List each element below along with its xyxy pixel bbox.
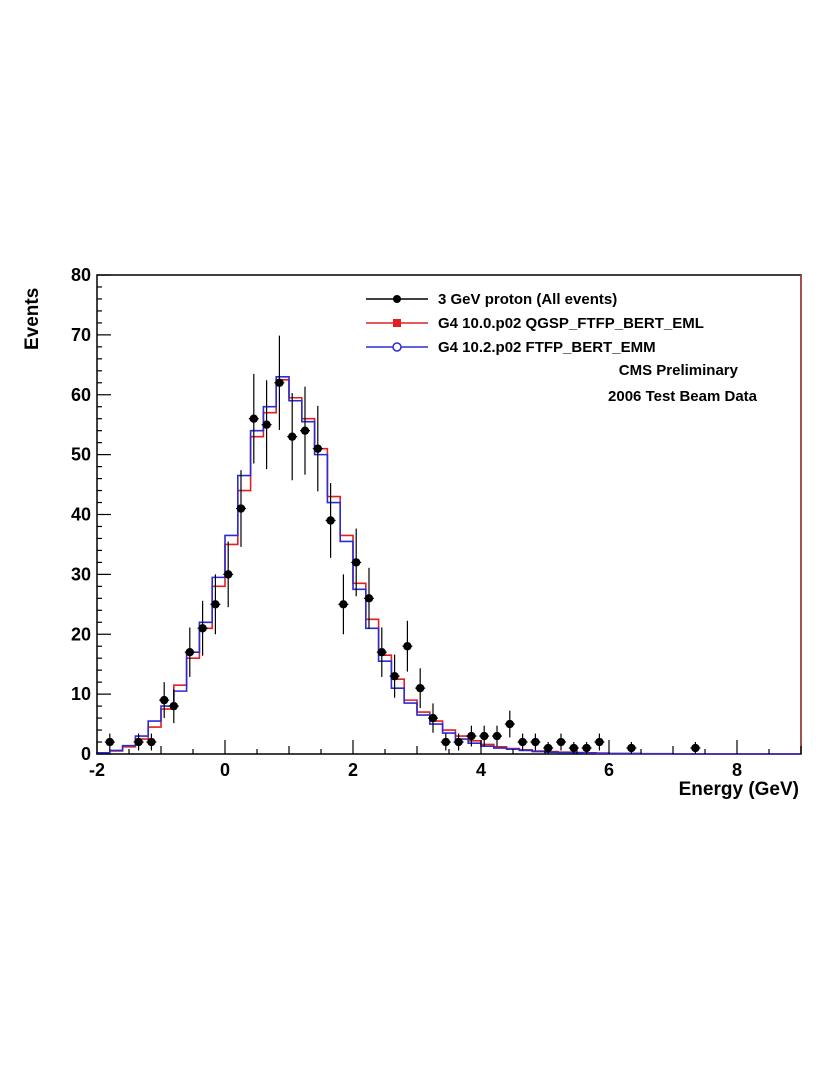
legend-label: G4 10.2.p02 FTFP_BERT_EMM — [438, 339, 656, 356]
data-point — [300, 426, 310, 435]
x-axis: -2 0 2 4 6 8 — [89, 740, 802, 780]
data-point — [390, 671, 399, 681]
x-tick-label: 0 — [220, 760, 230, 780]
y-tick-label: 70 — [71, 325, 91, 345]
x-axis-title: Energy (GeV) — [679, 779, 799, 800]
data-point — [480, 731, 489, 741]
annotation-test-beam: 2006 Test Beam Data — [608, 388, 758, 405]
legend-marker-dot — [393, 295, 401, 303]
legend-marker-ring — [392, 342, 402, 352]
data-point — [454, 737, 463, 747]
x-tick-label: 6 — [604, 760, 614, 780]
data-point — [505, 719, 514, 729]
data-point — [569, 743, 578, 753]
data-point — [185, 648, 194, 657]
data-point — [262, 420, 271, 429]
data-point — [198, 624, 207, 633]
data-point — [134, 737, 143, 747]
data-point — [339, 600, 348, 609]
legend-label: 3 GeV proton (All events) — [438, 291, 617, 308]
data-point — [211, 600, 220, 609]
data-point — [416, 683, 425, 693]
data-point — [403, 642, 412, 651]
legend-marker-square — [393, 319, 401, 327]
x-tick-label: 2 — [348, 760, 358, 780]
y-tick-label: 20 — [71, 624, 91, 644]
data-point — [275, 378, 284, 387]
data-point — [544, 743, 553, 753]
data-point — [467, 731, 476, 741]
x-tick-label: 4 — [476, 760, 486, 780]
data-point — [288, 432, 297, 441]
y-tick-label: 60 — [71, 385, 91, 405]
data-point — [105, 737, 115, 747]
data-point — [249, 414, 258, 423]
y-tick-label: 0 — [81, 744, 91, 764]
histogram-series-1 — [96, 378, 801, 755]
data-point — [428, 713, 438, 723]
data-point — [169, 701, 178, 711]
histogram-series-2 — [96, 375, 801, 755]
data-point — [492, 731, 502, 741]
x-tick-label: -2 — [89, 760, 105, 780]
data-point — [224, 570, 233, 579]
data-point — [582, 743, 591, 753]
data-point — [441, 737, 450, 747]
x-tick-label: 8 — [732, 760, 742, 780]
data-point — [236, 504, 246, 513]
y-tick-label: 40 — [71, 505, 91, 525]
data-point — [313, 444, 322, 453]
y-axis-title: Events — [22, 288, 43, 350]
y-tick-label: 80 — [71, 265, 91, 285]
legend-label: G4 10.0.p02 QGSP_FTFP_BERT_EML — [438, 315, 704, 332]
data-point — [326, 516, 335, 525]
y-tick-label: 50 — [71, 445, 91, 465]
data-point — [518, 737, 527, 747]
data-point — [160, 695, 169, 705]
data-point — [556, 737, 566, 747]
y-tick-label: 10 — [71, 684, 91, 704]
data-point — [691, 743, 700, 753]
data-point — [364, 594, 374, 603]
series-layer — [96, 375, 801, 755]
data-points-layer — [104, 335, 701, 754]
data-point — [352, 558, 361, 567]
data-point — [531, 737, 540, 747]
annotation-cms-preliminary: CMS Preliminary — [619, 362, 739, 379]
y-axis: 0 10 20 30 40 50 60 70 80 — [71, 265, 111, 764]
data-point — [377, 648, 386, 657]
y-tick-label: 30 — [71, 564, 91, 584]
legend: 3 GeV proton (All events) G4 10.0.p02 QGS… — [366, 291, 704, 356]
data-point — [147, 737, 156, 747]
data-point — [627, 743, 636, 753]
data-point — [595, 737, 604, 747]
